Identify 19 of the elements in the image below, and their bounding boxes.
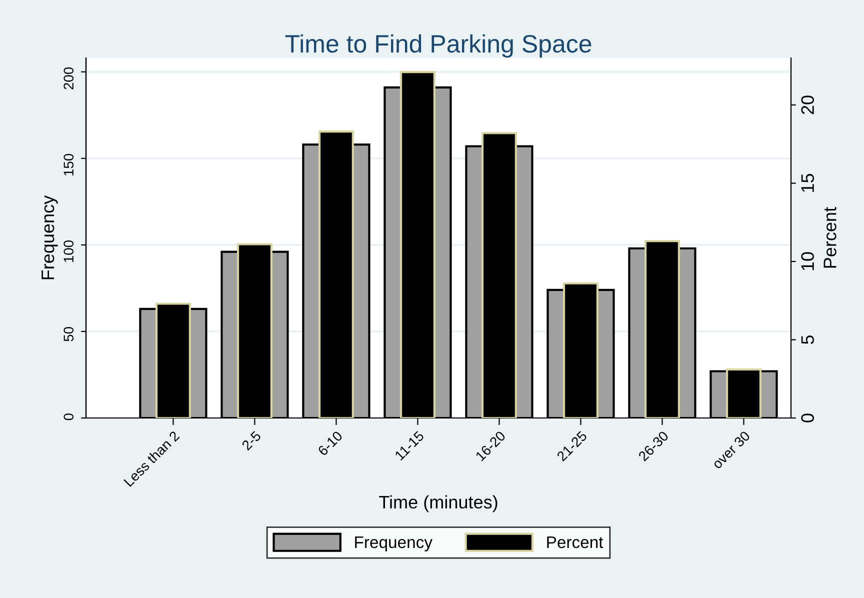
legend-label: Percent: [547, 536, 604, 548]
y-tick-label: 100: [64, 240, 74, 262]
y2-tick-label: 20: [801, 96, 814, 114]
y-axis-title: Frequency: [42, 195, 58, 280]
x-tick-label: 6-10: [317, 430, 344, 456]
y2-axis-title: Percent: [824, 207, 836, 268]
x-tick-label: 2-5: [241, 430, 262, 451]
y2-tick-label: 15: [801, 174, 814, 192]
legend-label: Frequency: [355, 536, 432, 552]
y2-tick-label: 0: [801, 414, 814, 422]
chart-title: Time to Find Parking Space: [285, 34, 592, 58]
y-tick-label: 0: [64, 414, 74, 420]
y2-tick-label: 10: [801, 252, 814, 270]
y-tick-label: 200: [64, 67, 74, 90]
y-tick-label: 150: [64, 154, 74, 176]
y2-tick-label: 5: [801, 335, 814, 344]
x-tick-label: over 30: [712, 430, 751, 470]
y-tick-label: 50: [64, 326, 74, 342]
x-axis-title: Time (minutes): [379, 495, 498, 512]
